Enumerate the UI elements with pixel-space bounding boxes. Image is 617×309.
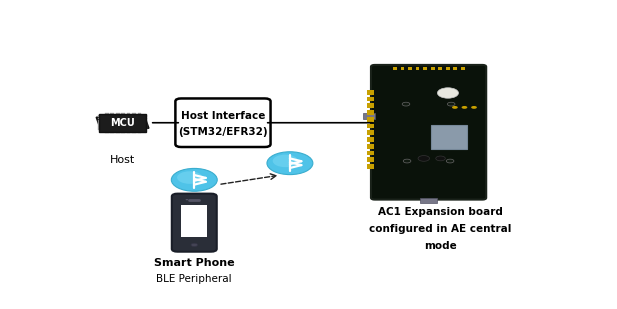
Circle shape xyxy=(404,159,411,163)
Circle shape xyxy=(186,199,188,200)
Circle shape xyxy=(177,171,202,184)
Bar xyxy=(121,131,125,133)
Bar xyxy=(367,151,375,155)
Bar xyxy=(121,113,125,114)
Text: mode: mode xyxy=(424,240,457,251)
Circle shape xyxy=(462,106,467,109)
Bar xyxy=(116,113,120,114)
Bar xyxy=(144,117,147,119)
Text: Host Interface: Host Interface xyxy=(181,111,265,121)
Circle shape xyxy=(273,154,298,167)
Bar xyxy=(367,90,375,95)
Bar xyxy=(367,96,375,101)
Bar xyxy=(367,164,375,169)
Bar xyxy=(461,67,465,70)
Bar xyxy=(132,113,136,114)
Circle shape xyxy=(172,168,217,191)
Text: MCU: MCU xyxy=(110,118,135,128)
Bar xyxy=(144,120,147,121)
Bar xyxy=(110,131,114,133)
FancyBboxPatch shape xyxy=(99,113,146,132)
Bar xyxy=(367,110,375,115)
Text: Smart Phone: Smart Phone xyxy=(154,258,234,268)
Bar xyxy=(367,157,375,162)
Bar xyxy=(367,103,375,108)
Circle shape xyxy=(402,102,410,106)
Bar xyxy=(367,144,375,149)
Bar xyxy=(453,67,457,70)
Bar xyxy=(98,117,101,119)
Bar xyxy=(105,113,109,114)
Circle shape xyxy=(191,243,197,247)
Bar xyxy=(144,126,147,128)
Bar xyxy=(367,117,375,121)
Circle shape xyxy=(436,156,445,161)
Bar xyxy=(446,67,450,70)
Circle shape xyxy=(437,88,458,98)
Polygon shape xyxy=(96,116,149,129)
FancyBboxPatch shape xyxy=(363,112,375,119)
Bar xyxy=(138,113,141,114)
Bar xyxy=(144,122,147,124)
Bar xyxy=(438,67,442,70)
Bar xyxy=(431,67,434,70)
Bar xyxy=(138,131,141,133)
Bar xyxy=(416,67,420,70)
Text: AC1 Expansion board: AC1 Expansion board xyxy=(378,207,503,217)
Circle shape xyxy=(267,152,313,175)
Bar xyxy=(116,131,120,133)
FancyBboxPatch shape xyxy=(175,99,270,147)
FancyBboxPatch shape xyxy=(181,205,207,237)
FancyBboxPatch shape xyxy=(371,65,486,200)
FancyBboxPatch shape xyxy=(431,125,467,149)
FancyBboxPatch shape xyxy=(172,194,217,252)
Bar xyxy=(98,124,101,126)
Bar xyxy=(400,67,404,70)
Circle shape xyxy=(418,155,429,161)
Bar xyxy=(144,116,147,117)
Circle shape xyxy=(446,159,454,163)
Bar xyxy=(98,126,101,128)
Circle shape xyxy=(447,102,455,106)
Bar xyxy=(132,131,136,133)
Bar xyxy=(98,122,101,124)
Bar xyxy=(144,128,147,130)
Bar xyxy=(126,131,130,133)
Bar xyxy=(423,67,427,70)
Bar xyxy=(98,128,101,130)
Bar xyxy=(393,67,397,70)
Text: BLE Peripheral: BLE Peripheral xyxy=(157,274,232,284)
Bar xyxy=(105,131,109,133)
Circle shape xyxy=(471,106,477,109)
Bar xyxy=(110,113,114,114)
Bar xyxy=(126,113,130,114)
Text: configured in AE central: configured in AE central xyxy=(370,224,511,234)
Bar xyxy=(367,137,375,142)
Bar xyxy=(98,116,101,117)
Bar xyxy=(98,120,101,121)
Bar xyxy=(367,124,375,128)
Bar xyxy=(367,130,375,135)
Text: Host: Host xyxy=(110,155,135,165)
Circle shape xyxy=(452,106,458,109)
Bar xyxy=(408,67,412,70)
FancyBboxPatch shape xyxy=(420,198,437,203)
Text: (STM32/EFR32): (STM32/EFR32) xyxy=(178,127,268,137)
Bar xyxy=(144,124,147,126)
